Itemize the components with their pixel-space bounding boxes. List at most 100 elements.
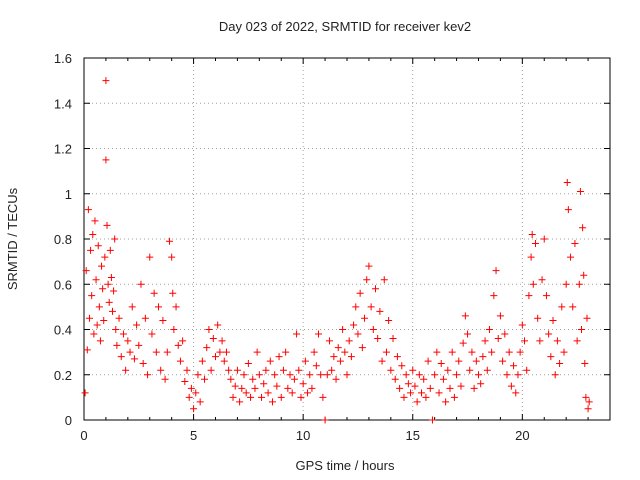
data-point — [507, 382, 515, 390]
data-point — [172, 303, 180, 311]
data-point — [98, 262, 106, 270]
data-point — [499, 357, 507, 365]
data-point — [141, 314, 149, 322]
y-tick-label: 1.2 — [54, 142, 72, 157]
data-point — [205, 326, 213, 333]
data-point — [135, 341, 143, 349]
data-point — [297, 393, 305, 401]
data-point — [569, 303, 577, 311]
y-tick-label: 0.8 — [54, 232, 72, 247]
data-point — [332, 375, 340, 383]
data-point — [523, 366, 531, 374]
data-point — [284, 384, 292, 392]
data-point — [144, 371, 152, 379]
data-point — [306, 371, 314, 379]
data-point — [133, 321, 141, 329]
data-point — [122, 366, 130, 374]
data-point — [192, 389, 200, 397]
y-tick-label: 1.4 — [54, 96, 72, 111]
data-point — [271, 371, 279, 379]
data-point — [521, 337, 529, 345]
data-point — [496, 312, 504, 320]
data-point — [128, 303, 136, 311]
data-point — [312, 362, 320, 370]
data-point — [376, 307, 384, 315]
data-point — [393, 353, 401, 361]
data-point — [196, 398, 204, 406]
data-point — [126, 348, 134, 356]
data-point — [581, 359, 589, 367]
data-point — [470, 384, 478, 392]
data-point — [124, 337, 132, 345]
data-point — [187, 384, 195, 392]
data-point — [301, 357, 309, 365]
data-point — [540, 235, 548, 243]
data-point — [174, 341, 182, 349]
data-point — [139, 359, 147, 367]
data-point — [485, 326, 493, 333]
data-point — [282, 348, 290, 356]
data-point — [169, 289, 177, 297]
data-point — [102, 156, 110, 164]
data-point — [488, 348, 496, 356]
data-point — [579, 224, 587, 232]
data-point — [279, 366, 287, 374]
data-point — [207, 366, 215, 374]
data-point — [391, 375, 399, 383]
data-point — [157, 366, 165, 374]
data-point — [229, 393, 237, 401]
data-point — [564, 206, 572, 214]
data-point — [106, 246, 114, 254]
data-point — [545, 330, 553, 338]
data-point — [575, 280, 583, 288]
data-point — [431, 371, 439, 379]
data-point — [424, 357, 432, 365]
x-axis-label: GPS time / hours — [296, 458, 395, 473]
data-point — [100, 316, 108, 324]
data-point — [358, 344, 366, 352]
data-point — [96, 337, 104, 345]
data-point — [536, 337, 544, 345]
data-point — [437, 359, 445, 367]
data-point — [146, 253, 154, 261]
data-point — [503, 371, 511, 379]
data-point — [334, 344, 342, 352]
data-point — [354, 330, 362, 338]
data-point — [258, 393, 266, 401]
data-point — [567, 253, 575, 261]
grid — [84, 58, 610, 420]
data-point — [583, 314, 591, 322]
data-point — [81, 389, 89, 397]
data-point — [201, 375, 209, 383]
data-point — [179, 337, 187, 345]
data-point — [299, 380, 307, 388]
data-point — [104, 280, 112, 288]
data-point — [365, 262, 373, 270]
data-point — [551, 371, 559, 379]
data-point — [549, 316, 557, 324]
data-point — [91, 217, 99, 225]
data-point — [176, 357, 184, 365]
data-point — [573, 337, 581, 345]
data-point — [113, 341, 121, 349]
data-point — [516, 348, 524, 356]
axis-ticks — [83, 57, 611, 421]
data-point — [468, 348, 476, 356]
data-point — [528, 230, 536, 238]
data-point — [101, 253, 109, 261]
data-point — [253, 348, 261, 356]
data-point — [90, 330, 98, 338]
data-point — [571, 240, 579, 248]
data-point — [531, 240, 539, 248]
data-point — [396, 384, 404, 392]
data-point — [137, 280, 145, 288]
data-point — [426, 384, 434, 392]
data-point — [347, 353, 355, 361]
data-point — [352, 303, 360, 311]
data-point — [556, 359, 564, 367]
axis-tick-labels: 0 5 10 15 20 0 0.2 0.4 0.6 0.8 1 1.2 1.4 1.6 — [54, 51, 530, 443]
data-point — [525, 292, 533, 300]
data-point — [218, 337, 226, 345]
data-point — [560, 348, 568, 356]
data-point — [268, 398, 276, 406]
